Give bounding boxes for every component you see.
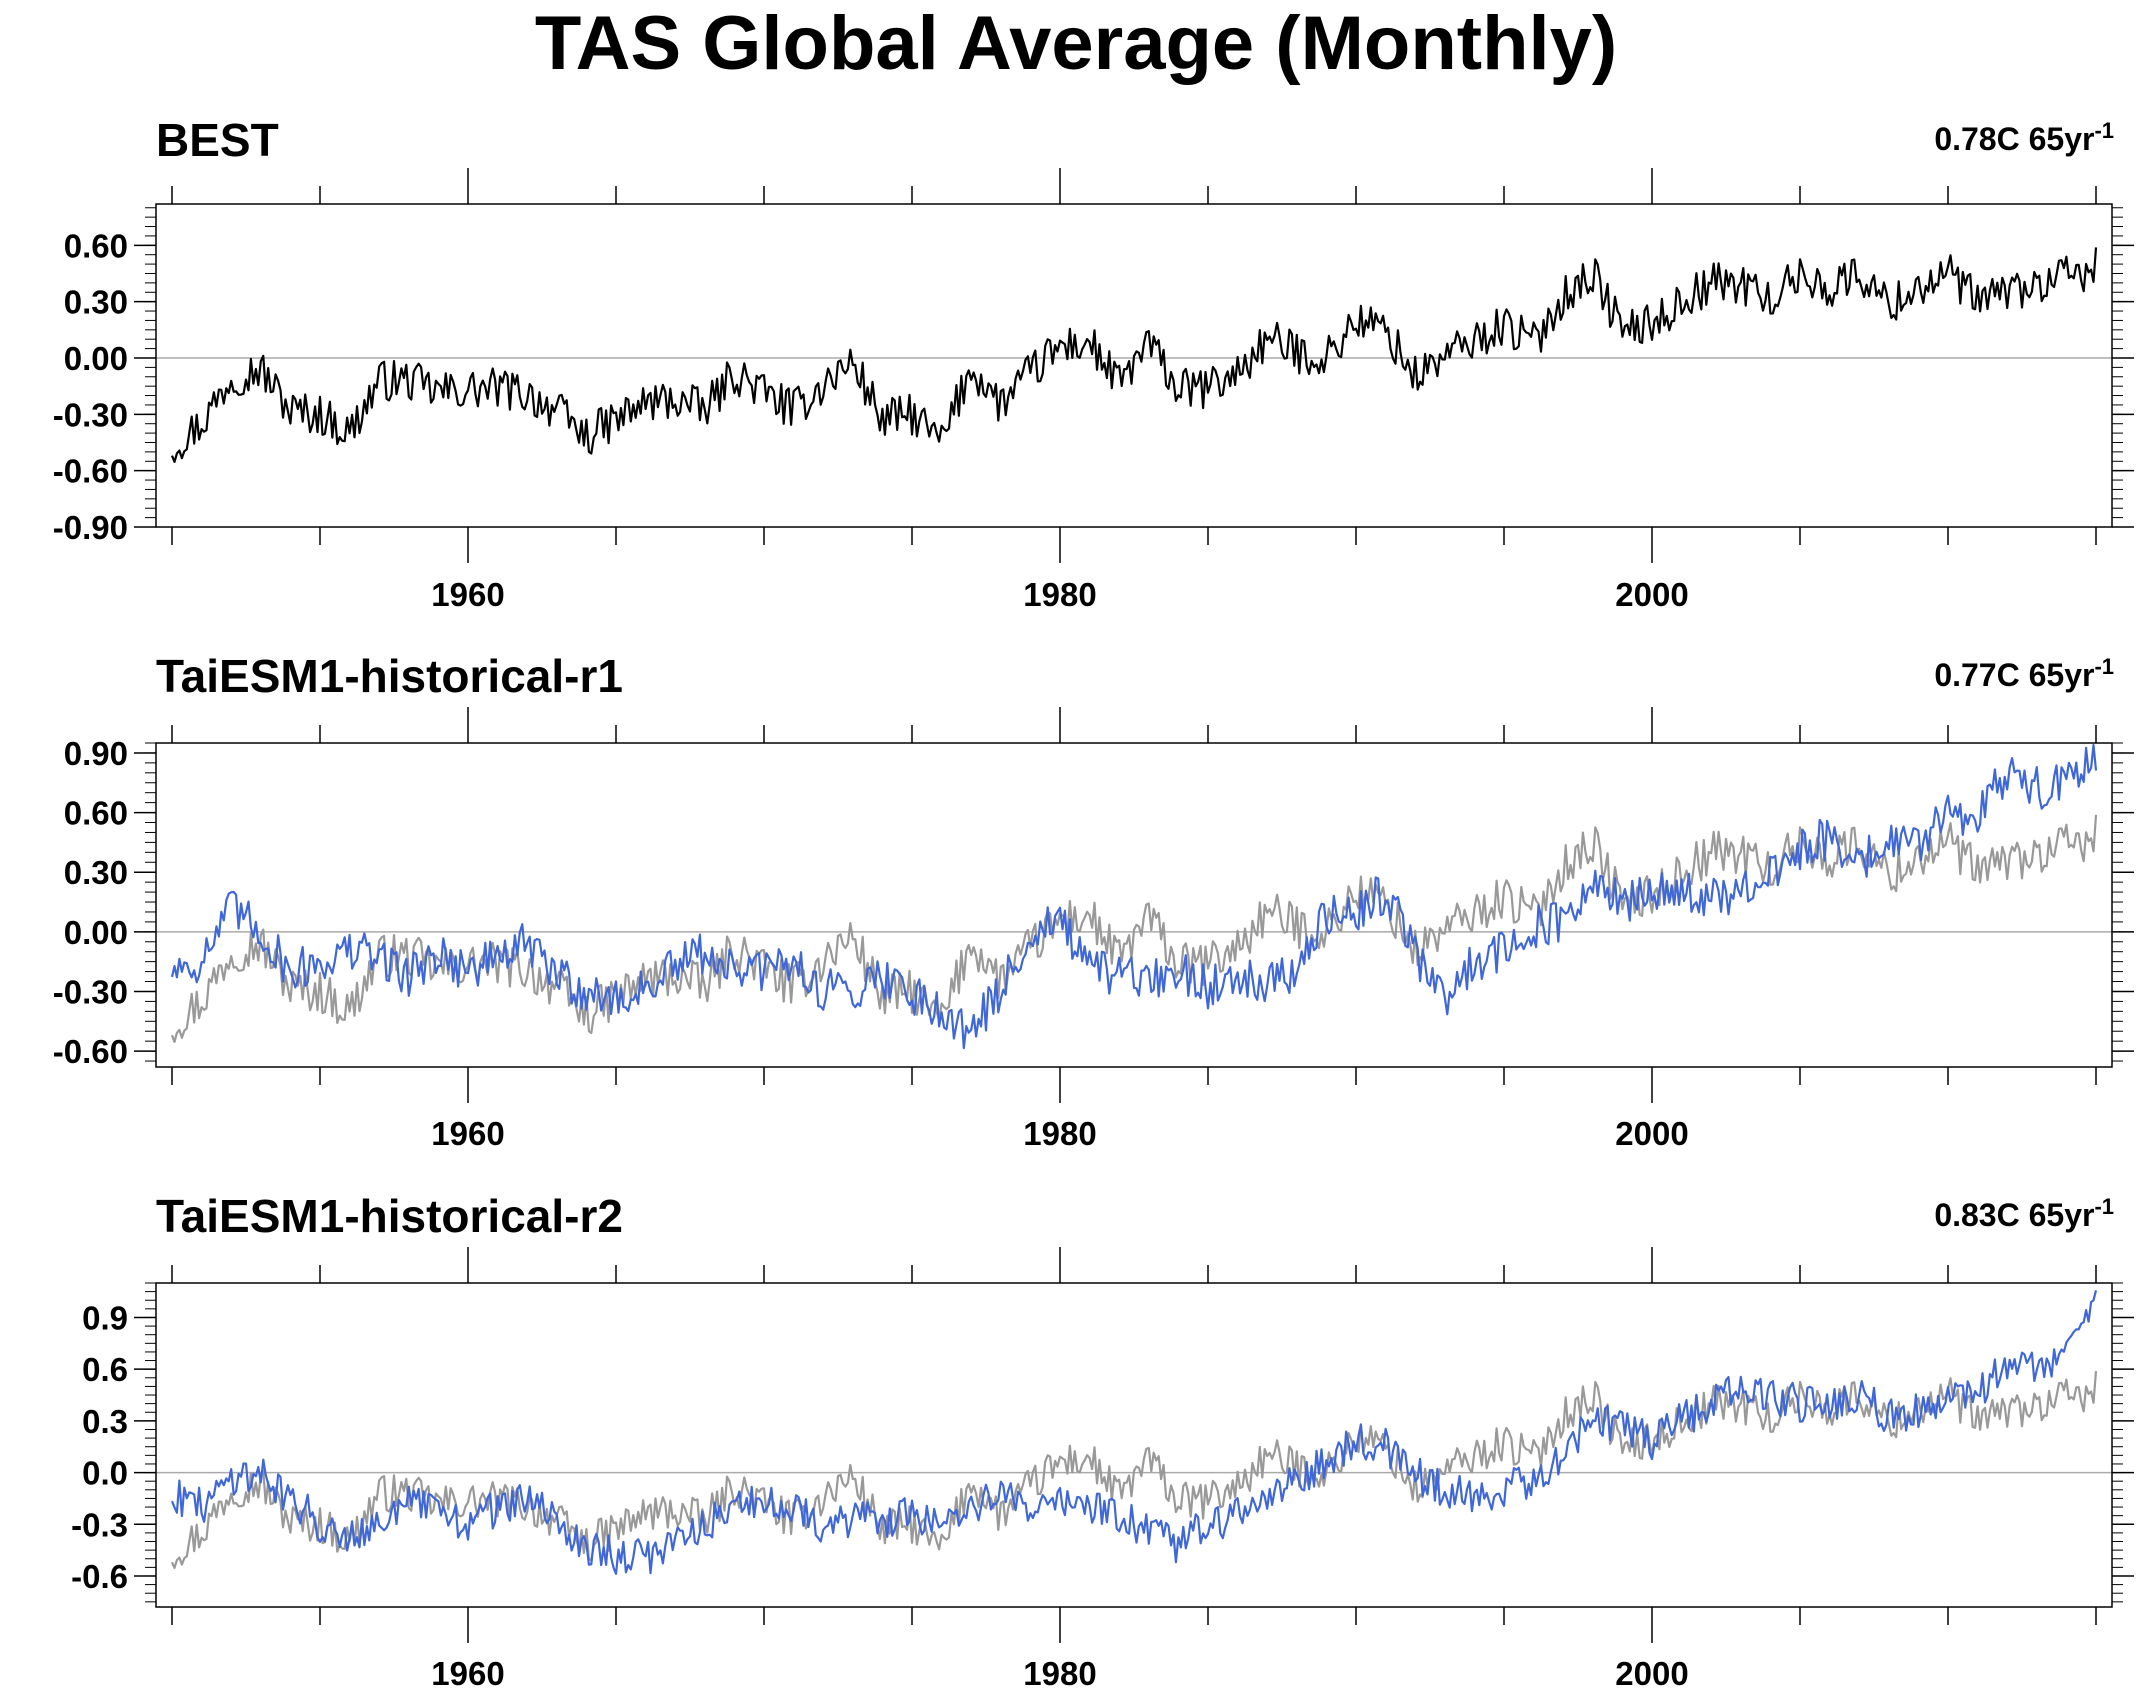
reference-series-line bbox=[170, 814, 2098, 1043]
plot-frame bbox=[155, 742, 2113, 1068]
y-tick-label: 0.60 bbox=[64, 795, 128, 832]
x-tick-label: 1980 bbox=[1023, 576, 1096, 613]
y-tick-label: -0.6 bbox=[71, 1558, 128, 1595]
model-series-line bbox=[170, 1290, 2098, 1576]
y-tick-label: -0.60 bbox=[53, 1033, 128, 1070]
chart-title: TAS Global Average (Monthly) bbox=[534, 1, 1618, 86]
y-tick-label: -0.30 bbox=[53, 973, 128, 1010]
y-tick-label: 0.30 bbox=[64, 284, 128, 321]
y-tick-label: -0.90 bbox=[53, 509, 128, 546]
x-tick-label: 1980 bbox=[1023, 1655, 1096, 1692]
y-tick-label: 0.60 bbox=[64, 227, 128, 264]
reference-series-line bbox=[170, 247, 2098, 463]
trend-label-exponent: -1 bbox=[2094, 654, 2114, 679]
trend-label-exponent: -1 bbox=[2094, 118, 2114, 143]
y-tick-label: -0.60 bbox=[53, 453, 128, 490]
panel-3: TaiESM1-historical-r2 0.83C 65yr-1 -0.6 -0.… bbox=[71, 1190, 2134, 1692]
trend-label: 0.78C 65yr-1 bbox=[1934, 118, 2114, 157]
trend-label-exponent: -1 bbox=[2094, 1194, 2114, 1219]
y-tick-label: 0.9 bbox=[82, 1299, 128, 1336]
model-series-line bbox=[170, 743, 2098, 1050]
x-tick-label: 2000 bbox=[1615, 1655, 1688, 1692]
y-tick-label: -0.30 bbox=[53, 396, 128, 433]
x-tick-label: 1980 bbox=[1023, 1115, 1096, 1152]
y-tick-label: 0.00 bbox=[64, 340, 128, 377]
x-tick-label: 1960 bbox=[431, 576, 504, 613]
panel-title: BEST bbox=[156, 114, 279, 166]
x-tick-label: 1960 bbox=[431, 1115, 504, 1152]
x-tick-label: 1960 bbox=[431, 1655, 504, 1692]
trend-label: 0.77C 65yr-1 bbox=[1934, 654, 2114, 693]
y-tick-label: 0.0 bbox=[82, 1455, 128, 1492]
panel-title: TaiESM1-historical-r1 bbox=[156, 650, 623, 702]
panel-title: TaiESM1-historical-r2 bbox=[156, 1190, 623, 1242]
x-tick-label: 2000 bbox=[1615, 576, 1688, 613]
panel-1: BEST 0.78C 65yr-1 -0.90 -0.60 -0.30 0.00 0.30 0… bbox=[53, 114, 2134, 613]
y-tick-label: -0.3 bbox=[71, 1506, 128, 1543]
plot-frame bbox=[155, 203, 2113, 528]
panel-2: TaiESM1-historical-r1 0.77C 65yr-1 -0.60 -0… bbox=[53, 650, 2134, 1152]
x-tick-label: 2000 bbox=[1615, 1115, 1688, 1152]
plot-frame bbox=[155, 1282, 2113, 1608]
y-tick-label: 0.00 bbox=[64, 914, 128, 951]
reference-series-line bbox=[170, 1371, 2098, 1570]
y-tick-label: 0.90 bbox=[64, 735, 128, 772]
y-tick-label: 0.30 bbox=[64, 854, 128, 891]
y-tick-label: 0.6 bbox=[82, 1351, 128, 1388]
trend-label: 0.83C 65yr-1 bbox=[1934, 1194, 2114, 1233]
y-tick-label: 0.3 bbox=[82, 1403, 128, 1440]
